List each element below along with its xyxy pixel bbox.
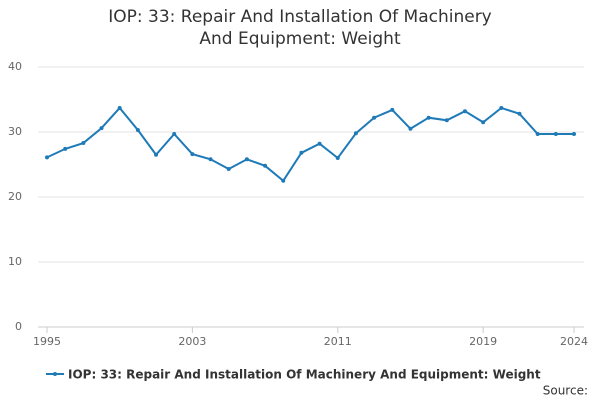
point	[81, 141, 86, 146]
point	[317, 141, 322, 146]
point	[499, 105, 504, 110]
point	[353, 131, 358, 136]
point	[535, 131, 540, 136]
x-tick-label: 2011	[324, 335, 352, 348]
x-tick-label: 2019	[469, 335, 497, 348]
x-tick-label: 2024	[560, 335, 588, 348]
y-tick-label: 30	[8, 125, 22, 138]
point	[299, 150, 304, 155]
point	[63, 146, 68, 151]
point	[263, 163, 268, 168]
point	[426, 115, 431, 120]
point	[244, 157, 249, 162]
point	[372, 115, 377, 120]
y-tick-label: 40	[8, 60, 22, 73]
point	[135, 128, 140, 133]
point	[462, 109, 467, 114]
y-tick-label: 0	[15, 320, 22, 333]
point	[190, 152, 195, 157]
source: Source:	[543, 384, 588, 398]
point	[517, 111, 522, 116]
point	[172, 131, 177, 136]
y-tick-label: 20	[8, 190, 22, 203]
point	[572, 131, 576, 136]
point	[444, 118, 449, 123]
line	[46, 106, 574, 183]
point	[226, 167, 231, 172]
x-tick-label: 1995	[33, 335, 61, 348]
point	[481, 120, 486, 125]
point	[45, 155, 49, 160]
point	[335, 156, 340, 160]
x-tick-label: 2003	[178, 335, 206, 348]
point	[99, 126, 104, 131]
point	[154, 152, 159, 157]
point	[117, 105, 122, 110]
legend-label: IOP: 33: Repair And Installation Of Mach…	[68, 368, 541, 382]
point	[281, 178, 286, 183]
point	[390, 107, 395, 112]
point	[408, 126, 413, 131]
point	[553, 131, 558, 136]
y-tick-label: 10	[8, 255, 22, 268]
legend-symbol	[53, 372, 57, 376]
point	[208, 157, 213, 162]
chart-title: IOP: 33: Repair And Installation Of Mach…	[108, 7, 492, 49]
